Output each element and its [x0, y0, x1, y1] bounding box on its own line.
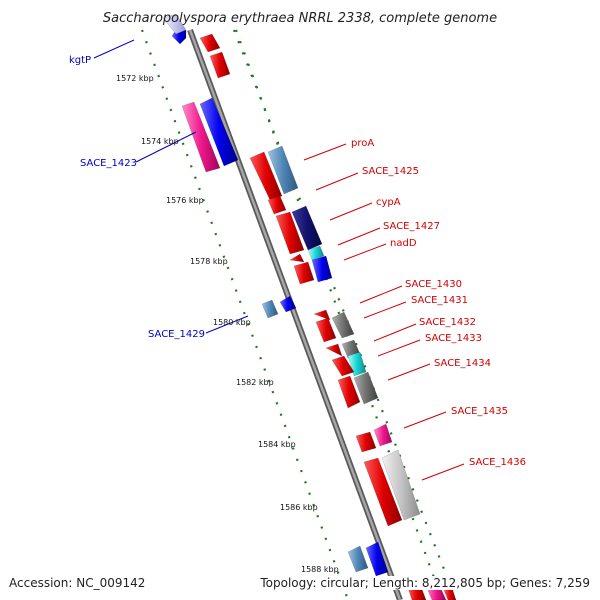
gene-label-sace-1423: SACE_1423: [80, 158, 137, 169]
leader-sace-1425: [315, 172, 359, 191]
gene-sace-1423-blue: [199, 97, 239, 167]
gene-sace-1436-red: [363, 457, 403, 527]
leader-proA: [303, 143, 347, 161]
dotted-rings: [140, 29, 458, 600]
gene-red-small-2: [293, 261, 315, 285]
tick-label: 1588 kbp: [301, 565, 339, 574]
gene-label-sace-1434: SACE_1434: [434, 358, 491, 369]
gene-sace-1427-navy: [291, 205, 323, 251]
tick-label: 1576 kbp: [166, 196, 204, 205]
gene-label-nadD: nadD: [390, 238, 417, 249]
gene-sace-1432: [325, 343, 343, 357]
leader-sace-1433: [377, 339, 421, 357]
gene-top-red-1: [199, 33, 221, 53]
leader-sace-1436: [421, 463, 465, 481]
accession-text: Accession: NC_009142: [7, 576, 148, 590]
gene-label-sace-1427: SACE_1427: [383, 221, 440, 232]
gene-sace-1434-red-2: [337, 375, 361, 409]
gene-sace-1423-pink: [181, 101, 221, 173]
leader-sace-1430: [359, 285, 403, 304]
outer-ring-left: [140, 29, 350, 600]
gene-label-sace-1433: SACE_1433: [425, 333, 482, 344]
gene-sace-1436-light: [381, 449, 421, 521]
gene-label-kgtP: kgtP: [69, 55, 91, 66]
gene-red-small-1: [289, 253, 305, 263]
gene-sace-1425: [267, 145, 299, 195]
gene-bottom-blue: [365, 541, 389, 577]
gene-label-proA: proA: [351, 138, 374, 149]
gene-features: [162, 13, 457, 600]
leader-sace-1429: [205, 315, 249, 334]
gene-label-sace-1430: SACE_1430: [405, 279, 462, 290]
tick-label: 1572 kbp: [116, 74, 154, 83]
tick-label: 1584 kbp: [258, 440, 296, 449]
map-title: Saccharopolyspora erythraea NRRL 2338, c…: [103, 11, 497, 26]
leader-sace-1434: [387, 363, 431, 381]
leader-kgtP: [93, 39, 135, 59]
gene-top-red-2: [209, 51, 231, 79]
gene-label-sace-1429: SACE_1429: [148, 329, 205, 340]
forward-labels: proA SACE_1425 cypA SACE_1427 nadD SACE_…: [351, 138, 526, 468]
gene-top-lavender: [162, 13, 187, 35]
leader-lines: [93, 39, 465, 481]
gene-label-sace-1436: SACE_1436: [469, 457, 526, 468]
leader-sace-1435: [403, 411, 447, 429]
tick-label: 1574 kbp: [141, 137, 179, 146]
gene-nadD-blue: [311, 255, 333, 283]
gene-label-sace-1432: SACE_1432: [419, 317, 476, 328]
gene-label-sace-1431: SACE_1431: [411, 295, 468, 306]
tick-label: 1578 kbp: [190, 257, 228, 266]
leader-sace-1431: [363, 301, 407, 319]
leader-sace-1427: [337, 227, 381, 246]
reverse-labels: kgtP SACE_1423 SACE_1429: [69, 55, 205, 340]
tick-label: 1586 kbp: [280, 503, 318, 512]
genome-backbone: [187, 28, 403, 600]
tick-label: 1580 kbp: [213, 318, 251, 327]
gene-sace-1427-red: [275, 211, 305, 255]
gene-sace-1429-steel: [261, 299, 279, 319]
leader-nadD: [343, 243, 387, 261]
gene-cypA: [267, 195, 287, 215]
gene-sace-1434-red: [331, 355, 355, 377]
leader-sace-1423: [135, 131, 197, 163]
gene-sace-1431-red: [315, 317, 337, 343]
leader-sace-1432: [373, 323, 417, 342]
gene-label-sace-1435: SACE_1435: [451, 406, 508, 417]
gene-sace-1435-red: [355, 431, 377, 453]
genome-stats-text: Topology: circular; Length: 8,212,805 bp…: [258, 576, 592, 590]
gene-nadD-cyan: [307, 245, 325, 261]
gene-sace-1431-gray: [331, 311, 355, 339]
gene-proA: [249, 151, 283, 201]
tick-label: 1582 kbp: [236, 378, 274, 387]
tick-labels: 1572 kbp 1574 kbp 1576 kbp 1578 kbp 1580…: [116, 74, 339, 574]
gene-sace-1429-blue: [279, 295, 297, 313]
gene-sace-1430: [313, 309, 331, 321]
gene-bottom-steel: [347, 545, 369, 573]
gene-sace-1435-pink: [373, 423, 393, 447]
gene-sace-1434-gray: [353, 371, 379, 405]
gene-label-cypA: cypA: [376, 197, 401, 208]
gene-label-sace-1425: SACE_1425: [362, 166, 419, 177]
leader-cypA: [329, 202, 373, 221]
